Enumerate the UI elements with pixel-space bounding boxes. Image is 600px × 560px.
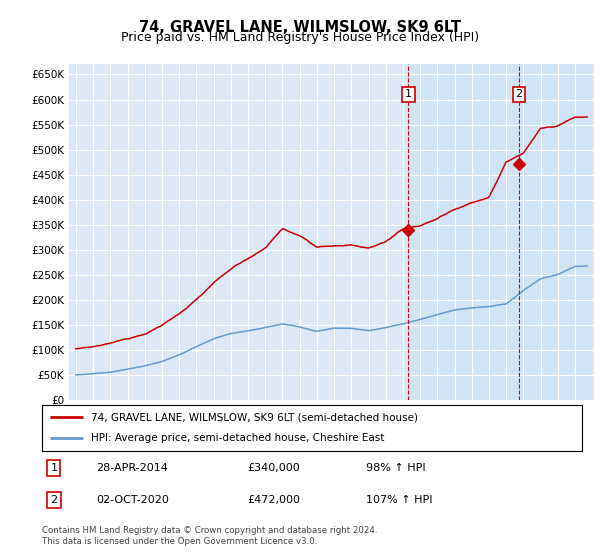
Text: 2: 2	[515, 90, 523, 100]
Text: 98% ↑ HPI: 98% ↑ HPI	[366, 463, 425, 473]
Text: £340,000: £340,000	[247, 463, 300, 473]
Text: 107% ↑ HPI: 107% ↑ HPI	[366, 495, 433, 505]
Text: 28-APR-2014: 28-APR-2014	[96, 463, 168, 473]
Text: Contains HM Land Registry data © Crown copyright and database right 2024.
This d: Contains HM Land Registry data © Crown c…	[42, 526, 377, 546]
Text: 1: 1	[50, 463, 58, 473]
Text: 1: 1	[405, 90, 412, 100]
Text: HPI: Average price, semi-detached house, Cheshire East: HPI: Average price, semi-detached house,…	[91, 433, 384, 444]
Text: 74, GRAVEL LANE, WILMSLOW, SK9 6LT: 74, GRAVEL LANE, WILMSLOW, SK9 6LT	[139, 20, 461, 35]
Text: Price paid vs. HM Land Registry's House Price Index (HPI): Price paid vs. HM Land Registry's House …	[121, 31, 479, 44]
Text: 02-OCT-2020: 02-OCT-2020	[96, 495, 169, 505]
Bar	[409, 64, 519, 400]
Bar	[519, 64, 592, 400]
Text: 74, GRAVEL LANE, WILMSLOW, SK9 6LT (semi-detached house): 74, GRAVEL LANE, WILMSLOW, SK9 6LT (semi…	[91, 412, 418, 422]
Text: £472,000: £472,000	[247, 495, 300, 505]
Text: 2: 2	[50, 495, 58, 505]
